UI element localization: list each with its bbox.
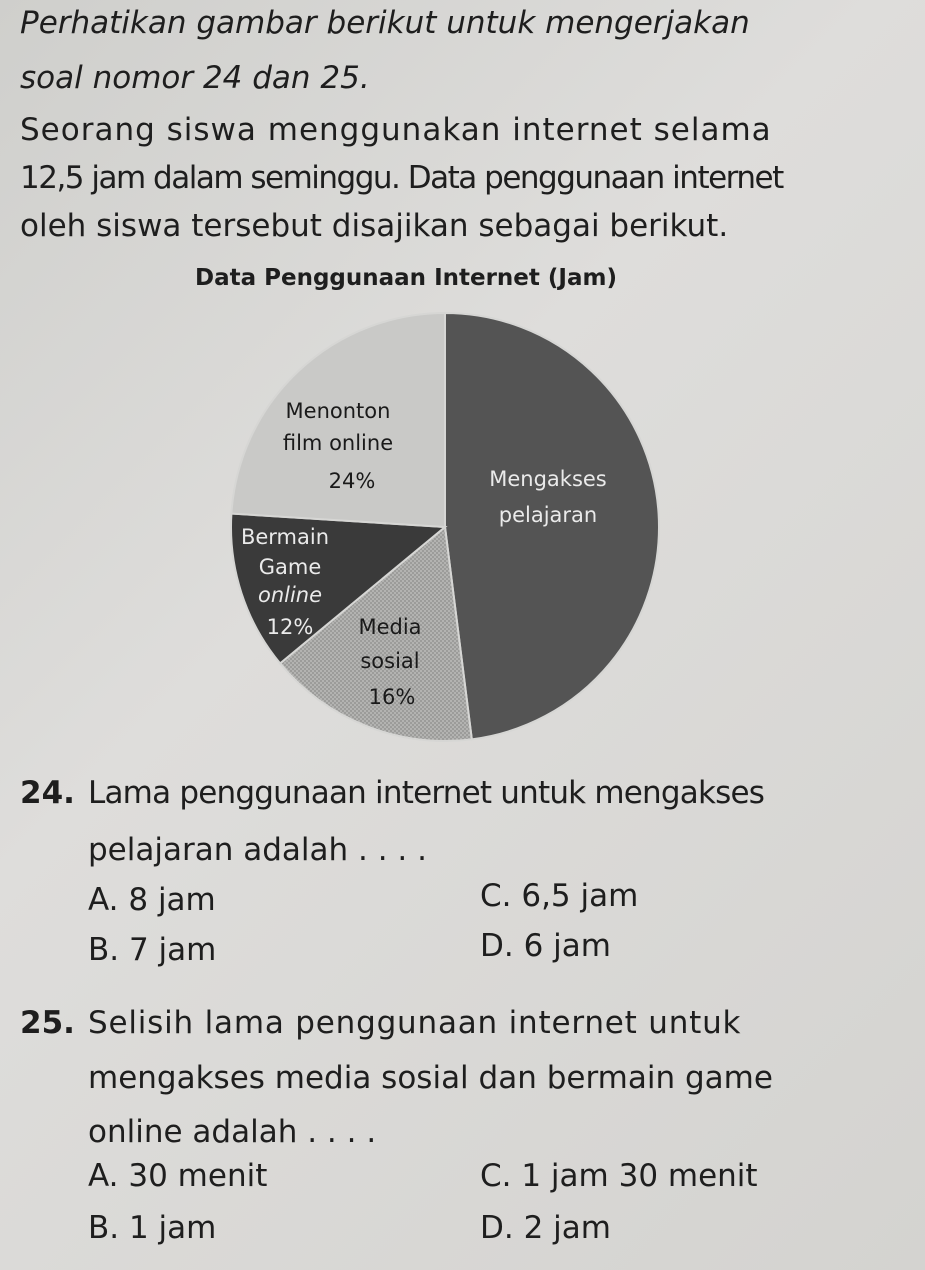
label-bermain-1: Bermain [241, 525, 329, 549]
label-mengakses: Mengakses pelajaran [489, 467, 607, 527]
label-menonton-2: film online [283, 431, 393, 455]
pie-slice-menonton-film-online [230, 311, 446, 529]
label-bermain-3: online [258, 583, 322, 607]
q25-number: 25. [20, 1005, 75, 1041]
label-bermain: Bermain Game online 12% [241, 525, 329, 639]
label-mengakses-1: Mengakses [489, 467, 607, 491]
label-bermain-pct: 12% [267, 615, 314, 639]
q25-option-a[interactable]: A. 30 menit [88, 1158, 268, 1194]
q24-option-c[interactable]: C. 6,5 jam [480, 878, 639, 914]
intro-text: Perhatikan gambar berikut untuk mengerja… [20, 5, 750, 41]
label-media-pct: 16% [369, 685, 416, 709]
label-menonton-1: Menonton [286, 399, 391, 423]
context-line-1: Seorang siswa menggunakan internet selam… [20, 112, 772, 148]
q24-line-2: pelajaran adalah . . . . [88, 832, 427, 868]
pie-slice-bermain-game-online [230, 512, 448, 665]
context-line-2: 12,5 jam dalam seminggu. Data penggunaan… [20, 160, 784, 196]
label-bermain-2: Game [259, 555, 322, 579]
label-media: Media sosial 16% [358, 615, 421, 709]
q24-number: 24. [20, 775, 75, 811]
pie-slice-mengakses-pelajaran [444, 311, 660, 741]
q25-line-1: Selisih lama penggunaan internet untuk [88, 1005, 742, 1041]
label-menonton-pct: 24% [329, 469, 376, 493]
intro-line-2: soal nomor 24 dan 25. [20, 60, 370, 96]
q25-line-3: online adalah . . . . [88, 1114, 377, 1150]
q24-option-a[interactable]: A. 8 jam [88, 882, 216, 918]
q25-option-c[interactable]: C. 1 jam 30 menit [480, 1158, 758, 1194]
chart-title: Data Penggunaan Internet (Jam) [195, 265, 617, 291]
label-media-1: Media [358, 615, 421, 639]
q24-option-b[interactable]: B. 7 jam [88, 932, 217, 968]
label-media-2: sosial [360, 649, 419, 673]
q25-option-b[interactable]: B. 1 jam [88, 1210, 217, 1246]
pie-slice-media-sosial [278, 525, 473, 742]
label-menonton: Menonton film online 24% [283, 399, 393, 493]
q25-option-d[interactable]: D. 2 jam [480, 1210, 611, 1246]
q24-option-d[interactable]: D. 6 jam [480, 928, 611, 964]
intro-line-1: Perhatikan gambar berikut untuk mengerja… [20, 5, 750, 41]
q25-line-2: mengakses media sosial dan bermain game [88, 1060, 773, 1096]
q24-line-1: Lama penggunaan internet untuk mengakses [88, 775, 765, 811]
context-line-3: oleh siswa tersebut disajikan sebagai be… [20, 208, 729, 244]
label-mengakses-2: pelajaran [499, 503, 597, 527]
